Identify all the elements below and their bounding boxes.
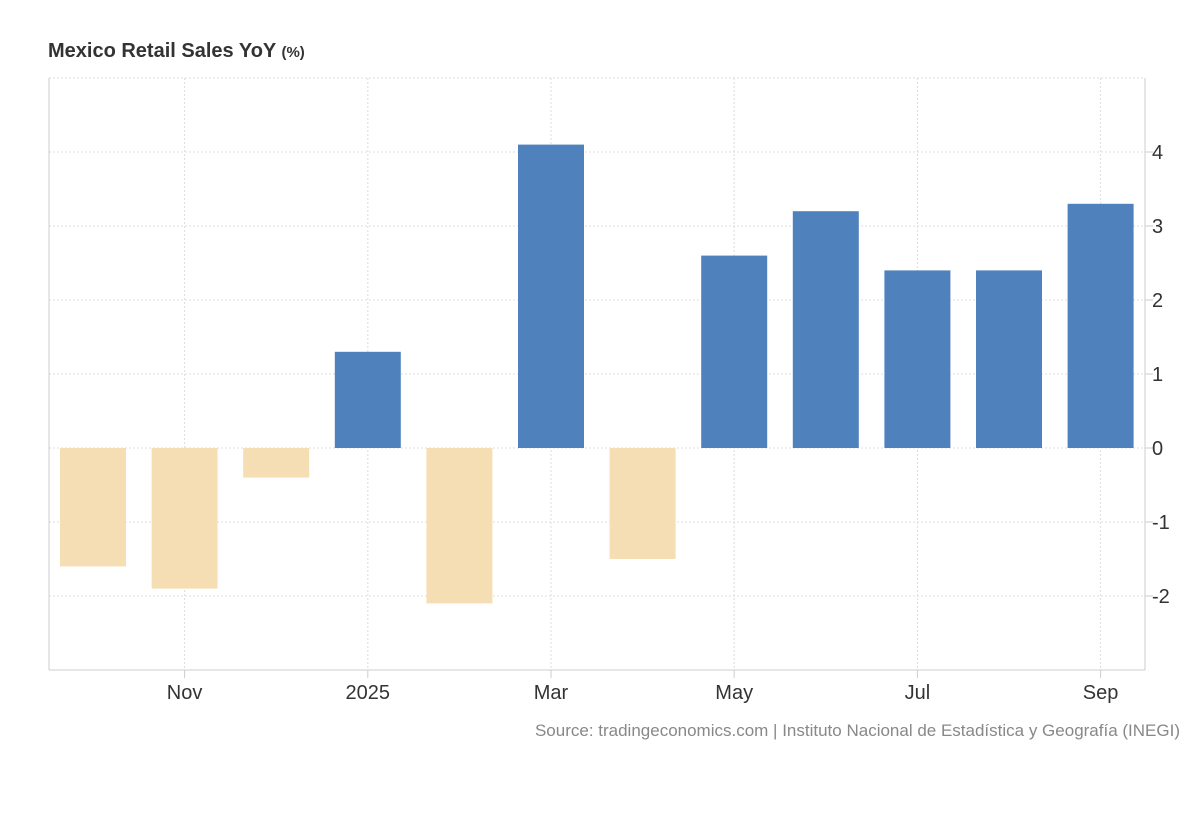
x-tick-label: Sep xyxy=(1083,682,1119,704)
bar-2025-03 xyxy=(518,144,584,448)
x-tick-label: 2025 xyxy=(346,682,391,704)
x-tick-label: Mar xyxy=(534,682,569,704)
y-tick-label: 1 xyxy=(1152,364,1163,386)
bar-2025-07 xyxy=(884,270,951,448)
y-tick-label: 0 xyxy=(1152,438,1163,460)
bar-2025-05 xyxy=(701,255,768,448)
bar-2025-02 xyxy=(426,448,493,604)
bar-2024-11 xyxy=(151,448,218,589)
x-tick-label: May xyxy=(715,682,753,704)
bar-2025-01 xyxy=(334,351,401,448)
y-tick-label: 4 xyxy=(1152,142,1163,164)
bar-2025-09 xyxy=(1067,203,1134,448)
chart-title: Mexico Retail Sales YoY (%) xyxy=(48,40,305,63)
bar-2024-10 xyxy=(60,448,126,567)
y-tick-label: -2 xyxy=(1152,586,1170,608)
y-tick-label: -1 xyxy=(1152,512,1170,534)
source-note: Source: tradingeconomics.com | Instituto… xyxy=(534,721,1180,740)
x-tick-label: Jul xyxy=(905,682,931,704)
bar-2024-12 xyxy=(243,448,310,478)
bar-2025-04 xyxy=(609,448,676,559)
x-tick-label: Nov xyxy=(167,682,203,704)
title-text: Mexico Retail Sales YoY xyxy=(48,40,276,62)
bar-2025-08 xyxy=(976,270,1042,448)
title-unit: (%) xyxy=(281,44,305,61)
bar-2025-06 xyxy=(792,211,859,448)
y-tick-label: 2 xyxy=(1152,290,1163,312)
y-tick-label: 3 xyxy=(1152,216,1163,238)
